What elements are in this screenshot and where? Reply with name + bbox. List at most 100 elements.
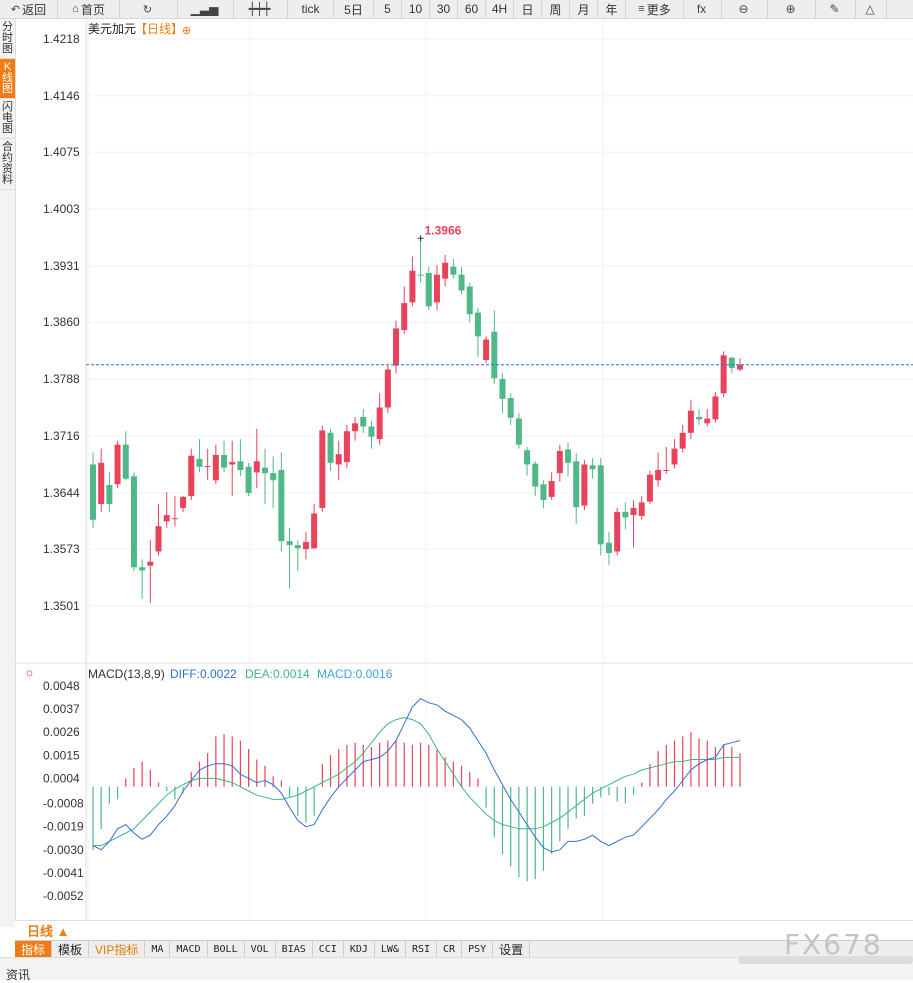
indicator-tabs: 指标 模板 VIP指标 MA MACD BOLL VOL BIAS CCI KDJ LW& RSI CR… xyxy=(15,940,913,958)
period-10[interactable]: 10 xyxy=(402,0,430,18)
candle-body xyxy=(655,469,662,481)
tab-templates[interactable]: 模板 xyxy=(52,941,90,957)
candle-body xyxy=(720,355,727,394)
candle-body xyxy=(737,364,744,370)
tab-boll[interactable]: BOLL xyxy=(208,941,245,957)
candle-body xyxy=(515,418,522,445)
candle-body xyxy=(573,461,580,508)
period-tick[interactable]: tick xyxy=(288,0,334,18)
candle-body xyxy=(245,466,252,493)
zoom-in-button[interactable]: ⊕ xyxy=(768,0,816,18)
period-selector[interactable]: 日线 ▲ xyxy=(27,923,70,939)
tab-rsi[interactable]: RSI xyxy=(406,941,438,957)
period-week[interactable]: 周 xyxy=(542,0,570,18)
candle-body xyxy=(466,286,473,315)
candle-body xyxy=(106,485,113,504)
high-price-label: 1.3966 xyxy=(425,223,462,237)
tab-kline[interactable]: K线图 xyxy=(0,59,15,99)
period-day-label: 日 xyxy=(521,2,534,17)
period-day[interactable]: 日 xyxy=(514,0,542,18)
tab-vol[interactable]: VOL xyxy=(245,941,276,957)
price-tick-label: 1.3860 xyxy=(43,315,80,329)
macd-settings-icon: ☼ xyxy=(24,665,35,679)
tab-macd[interactable]: MACD xyxy=(170,941,208,957)
candle-body xyxy=(376,407,383,440)
back-button-label: 返回 xyxy=(22,2,47,17)
candle-body xyxy=(556,451,563,474)
period-5day[interactable]: 5日 xyxy=(334,0,374,18)
tab-cci[interactable]: CCI xyxy=(313,941,344,957)
candle-body xyxy=(540,484,547,501)
tab-psy[interactable]: PSY xyxy=(462,941,494,957)
macd-tick-label: 0.0037 xyxy=(43,702,80,716)
candle-body xyxy=(401,303,408,331)
macd-dea-label: DEA:0.0014 xyxy=(245,667,310,681)
tab-vip-indicators[interactable]: VIP指标 xyxy=(89,941,146,957)
chart-type-button[interactable]: ▁▃▅ xyxy=(178,0,234,18)
period-5[interactable]: 5 xyxy=(374,0,402,18)
back-button[interactable]: ↶ 返回 xyxy=(0,0,58,18)
tab-bias[interactable]: BIAS xyxy=(276,941,313,957)
candle-body xyxy=(630,507,637,516)
period-30[interactable]: 30 xyxy=(430,0,458,18)
candle-body xyxy=(687,410,694,433)
candle-body xyxy=(646,474,653,502)
candle-body xyxy=(532,463,539,487)
tab-flash[interactable]: 闪电图 xyxy=(0,99,15,139)
tab-contract-info[interactable]: 合约资料 xyxy=(0,139,15,190)
refresh-button[interactable]: ↻ xyxy=(120,0,178,18)
diff-line xyxy=(92,697,741,853)
candle-style-icon: ┿┿┿ xyxy=(248,2,271,16)
period-tick-label: tick xyxy=(301,2,320,16)
candle-body xyxy=(614,511,621,552)
macd-tick-label: 0.0015 xyxy=(43,748,80,762)
tab-ma[interactable]: MA xyxy=(145,941,171,957)
candle-body xyxy=(360,417,367,427)
candle-body xyxy=(302,541,309,550)
tab-settings[interactable]: 设置 xyxy=(493,941,531,957)
candle-body xyxy=(98,462,105,504)
candle-body xyxy=(147,561,154,566)
price-tick-label: 1.4075 xyxy=(43,145,80,159)
candle-body xyxy=(474,312,481,337)
macd-tick-label: 0.0048 xyxy=(43,679,80,693)
period-month[interactable]: 月 xyxy=(570,0,598,18)
candle-body xyxy=(278,469,285,542)
scroll-slider[interactable] xyxy=(738,956,913,964)
tab-cr[interactable]: CR xyxy=(437,941,463,957)
tab-lw[interactable]: LW& xyxy=(375,941,406,957)
collapse-button[interactable]: △ xyxy=(856,0,887,18)
more-button[interactable]: ≡ 更多 xyxy=(626,0,684,18)
macd-diff-label: DIFF:0.0022 xyxy=(170,667,237,681)
price-tick-label: 1.4003 xyxy=(43,202,80,216)
candle-body xyxy=(212,454,219,481)
view-mode-tabs: 分时图 K线图 闪电图 合约资料 xyxy=(0,19,16,927)
candle-body xyxy=(458,274,465,291)
candle-body xyxy=(327,432,334,463)
period-10-label: 10 xyxy=(408,2,423,16)
candle-style-button[interactable]: ┿┿┿ xyxy=(234,0,288,18)
candle-body xyxy=(253,461,260,473)
period-4h[interactable]: 4H xyxy=(486,0,514,18)
candle-body xyxy=(565,449,572,463)
candle-body xyxy=(335,454,342,465)
period-60[interactable]: 60 xyxy=(458,0,486,18)
zoom-out-button[interactable]: ⊖ xyxy=(722,0,768,18)
tab-kdj[interactable]: KDJ xyxy=(344,941,375,957)
chart-period: 【日线】 xyxy=(135,22,183,36)
candle-body xyxy=(270,473,277,481)
price-tick-label: 1.3573 xyxy=(43,542,80,556)
tab-indicators[interactable]: 指标 xyxy=(15,941,53,957)
formula-button[interactable]: fx xyxy=(684,0,722,18)
candle-body xyxy=(180,496,187,508)
candle-body xyxy=(237,461,244,470)
period-year[interactable]: 年 xyxy=(598,0,626,18)
date-axis-bar xyxy=(15,920,913,941)
period-30-label: 30 xyxy=(436,2,451,16)
tab-time-share[interactable]: 分时图 xyxy=(0,19,15,59)
draw-button[interactable]: ✎ xyxy=(816,0,856,18)
candle-body xyxy=(393,328,400,366)
news-tab[interactable]: 资讯 xyxy=(6,968,31,982)
candle-body xyxy=(728,357,735,368)
home-button[interactable]: ⌂ 首页 xyxy=(58,0,120,18)
